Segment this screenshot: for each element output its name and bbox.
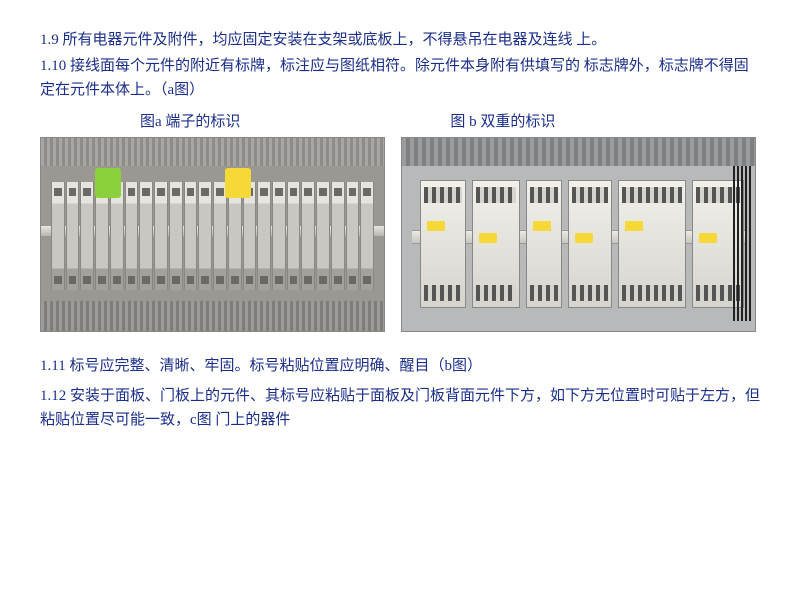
wire-duct-top-icon (402, 138, 755, 166)
electrical-device-icon (526, 180, 562, 308)
terminal-block-icon (243, 182, 257, 290)
terminal-block-icon (228, 182, 242, 290)
terminal-block-icon (125, 182, 139, 290)
paragraph-1-10: 1.10 接线面每个元件的附近有标牌，标注应与图纸相符。除元件本身附有供填写的 … (40, 54, 760, 102)
terminal-block-icon (139, 182, 153, 290)
terminal-block-icon (213, 182, 227, 290)
device-label-yellow-icon (427, 221, 445, 231)
wire-duct-bottom-icon (41, 301, 384, 331)
paragraph-1-9: 1.9 所有电器元件及附件，均应固定安装在支架或底板上，不得悬吊在电器及连线 上… (40, 28, 760, 52)
device-row (420, 180, 744, 308)
figure-b-double-labels (401, 137, 756, 332)
terminal-tag-green-icon (95, 168, 121, 198)
paragraph-1-12: 1.12 安装于面板、门板上的元件、其标号应粘贴于面板及门板背面元件下方，如下方… (40, 384, 760, 432)
terminal-block-icon (110, 182, 124, 290)
device-label-yellow-icon (575, 233, 593, 243)
device-label-yellow-icon (479, 233, 497, 243)
terminal-block-icon (198, 182, 212, 290)
terminal-block-icon (346, 182, 360, 290)
terminal-block-icon (66, 182, 80, 290)
terminal-tag-yellow-icon (225, 168, 251, 198)
terminal-block-icon (80, 182, 94, 290)
figure-a-terminal-labels (40, 137, 385, 332)
terminal-block-icon (331, 182, 345, 290)
wire-bundle-icon (733, 166, 751, 321)
device-label-yellow-icon (699, 233, 717, 243)
terminal-block-icon (95, 182, 109, 290)
document-page: 1.9 所有电器元件及附件，均应固定安装在支架或底板上，不得悬吊在电器及连线 上… (0, 0, 800, 432)
terminal-block-icon (272, 182, 286, 290)
terminal-block-icon (51, 182, 65, 290)
terminal-block-strip (51, 182, 374, 290)
paragraph-1-11: 1.11 标号应完整、清晰、牢固。标号粘贴位置应明确、醒目（b图） (40, 354, 760, 378)
terminal-block-icon (287, 182, 301, 290)
figure-row (40, 137, 760, 332)
terminal-block-icon (301, 182, 315, 290)
terminal-block-icon (169, 182, 183, 290)
caption-figure-b: 图 b 双重的标识 (450, 110, 555, 131)
electrical-device-icon (618, 180, 686, 308)
caption-figure-a: 图a 端子的标识 (140, 110, 240, 131)
device-label-yellow-icon (533, 221, 551, 231)
caption-row: 图a 端子的标识 图 b 双重的标识 (40, 110, 760, 131)
electrical-device-icon (472, 180, 520, 308)
wire-duct-top-icon (41, 138, 384, 166)
electrical-device-icon (568, 180, 612, 308)
terminal-block-icon (316, 182, 330, 290)
terminal-block-icon (257, 182, 271, 290)
terminal-block-icon (360, 182, 374, 290)
terminal-block-icon (154, 182, 168, 290)
electrical-device-icon (420, 180, 466, 308)
device-label-yellow-icon (625, 221, 643, 231)
terminal-block-icon (184, 182, 198, 290)
